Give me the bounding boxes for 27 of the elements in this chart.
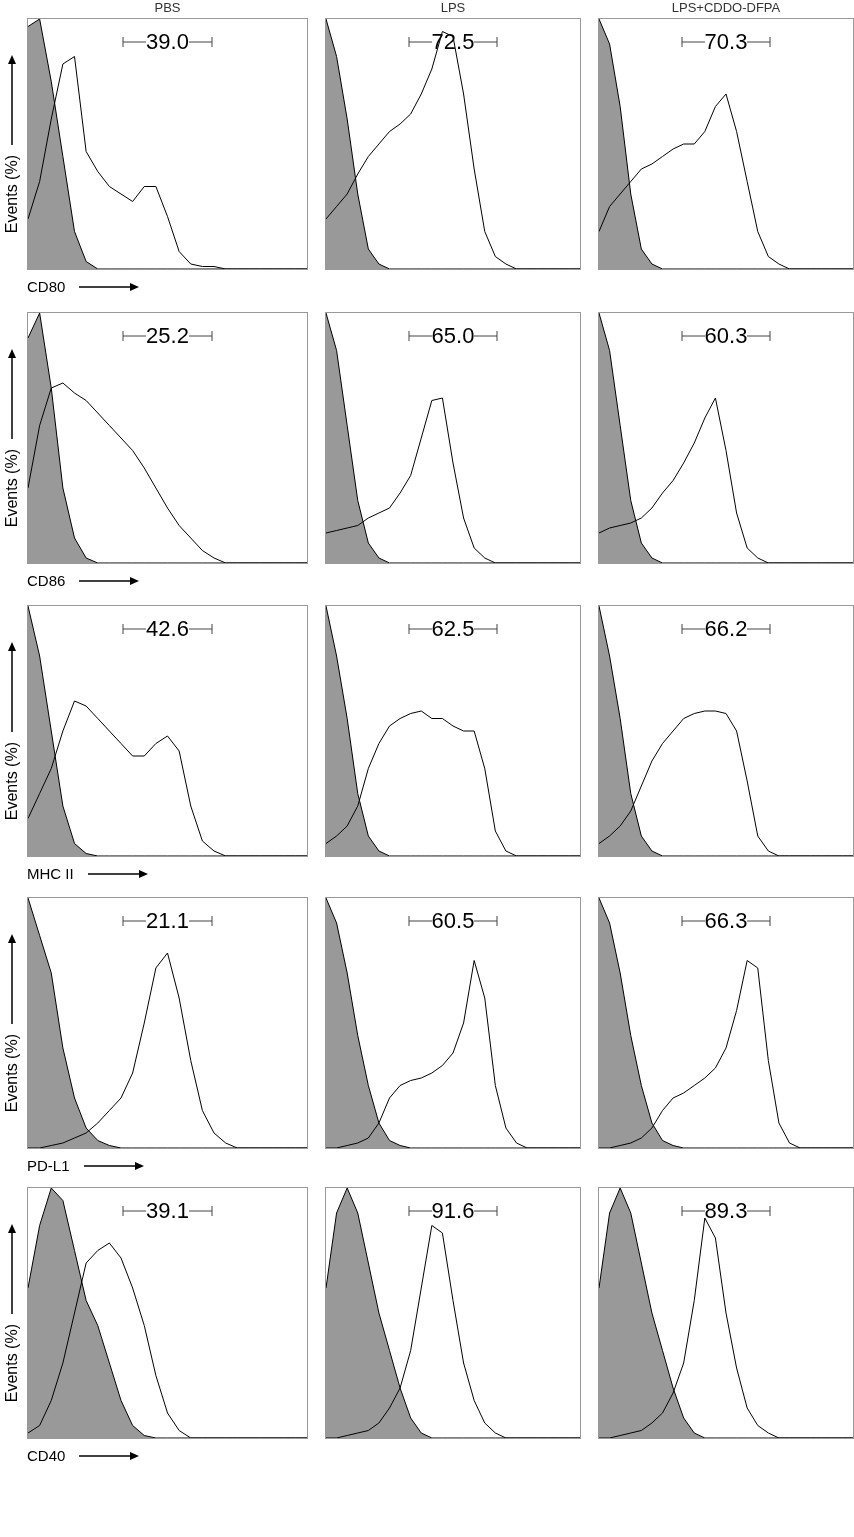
annotation: 89.3 — [704, 1198, 748, 1224]
y-axis-title: Events (%) — [3, 1033, 21, 1113]
chart-title: LPS+CDDO-DFPA — [670, 0, 782, 17]
y-axis-title: Events (%) — [3, 1323, 21, 1403]
annotation: 66.2 — [704, 616, 748, 642]
annotation: 42.6 — [146, 616, 189, 642]
annotation: 21.1 — [146, 908, 189, 934]
annotation: 25.2 — [146, 323, 189, 349]
x-axis-title: CD40 — [27, 1447, 66, 1464]
chart-title: PBS — [153, 0, 182, 17]
y-axis-title: Events (%) — [3, 154, 21, 234]
x-axis-title: MHC II — [27, 865, 74, 882]
annotation: 39.0 — [146, 29, 189, 55]
annotation: 66.3 — [704, 908, 748, 934]
annotation: 62.5 — [431, 616, 475, 642]
x-axis-title: CD80 — [27, 278, 66, 295]
x-axis-title: PD-L1 — [27, 1157, 70, 1174]
annotation: 60.5 — [431, 908, 475, 934]
chart-title: LPS — [439, 0, 467, 17]
y-axis-title: Events (%) — [3, 741, 21, 821]
annotation: 39.1 — [146, 1198, 189, 1224]
x-axis-title: CD86 — [27, 572, 66, 589]
y-axis-title: Events (%) — [3, 448, 21, 528]
annotation: 91.6 — [431, 1198, 475, 1224]
annotation: 65.0 — [431, 323, 475, 349]
annotation: 70.3 — [704, 29, 748, 55]
annotation: 60.3 — [704, 323, 748, 349]
